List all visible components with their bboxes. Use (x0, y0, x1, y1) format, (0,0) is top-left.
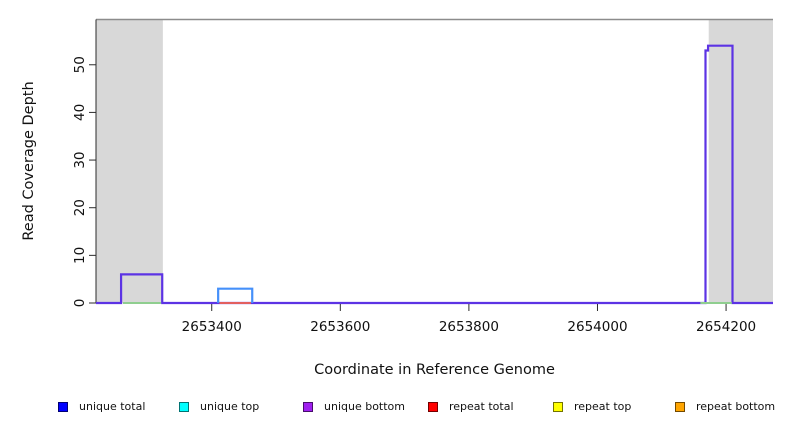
y-tick-label: 20 (72, 199, 88, 216)
legend-item-unique-bottom: unique bottom (303, 401, 405, 413)
y-tick-label: 0 (72, 299, 88, 308)
legend-item-unique-top: unique top (179, 401, 259, 413)
x-tick-label: 2654000 (567, 319, 627, 335)
unique-total-swatch-icon (58, 402, 68, 412)
legend-item-repeat-bottom: repeat bottom (675, 401, 775, 413)
y-tick-label: 50 (72, 56, 88, 73)
unique-top-swatch-icon (179, 402, 189, 412)
legend-label: unique total (79, 400, 146, 413)
repeat-top-swatch-icon (553, 402, 563, 412)
x-tick-label: 2653800 (439, 319, 499, 335)
legend-item-repeat-top: repeat top (553, 401, 631, 413)
x-tick-label: 2653400 (182, 319, 242, 335)
repeat-bottom-swatch-icon (675, 402, 685, 412)
legend-label: unique top (200, 400, 260, 413)
x-tick-label: 2653600 (310, 319, 370, 335)
legend-label: unique bottom (324, 400, 406, 413)
x-axis-title: Coordinate in Reference Genome (314, 362, 555, 378)
legend-item-unique-total: unique total (58, 401, 145, 413)
coverage-plot: 2653400 2653600 2653800 2654000 2654200 0 10 20… (21, 18, 773, 378)
right-gray-band (708, 19, 773, 303)
y-tick-label: 10 (72, 247, 88, 264)
legend-label: repeat bottom (696, 400, 776, 413)
legend-label: repeat total (449, 400, 514, 413)
legend-label: repeat top (574, 400, 632, 413)
repeat-total-swatch-icon (428, 402, 438, 412)
unique-bottom-swatch-icon (303, 402, 313, 412)
series-unique-bottom-total-coverage (96, 44, 773, 305)
legend-item-repeat-total: repeat total (428, 401, 514, 413)
y-tick-label: 30 (72, 151, 88, 168)
y-tick-label: 40 (72, 104, 88, 121)
left-gray-band (96, 19, 163, 303)
y-axis-title: Read Coverage Depth (21, 81, 37, 240)
x-tick-label: 2654200 (696, 319, 756, 335)
series-unique-top-total-coverage (217, 287, 254, 303)
